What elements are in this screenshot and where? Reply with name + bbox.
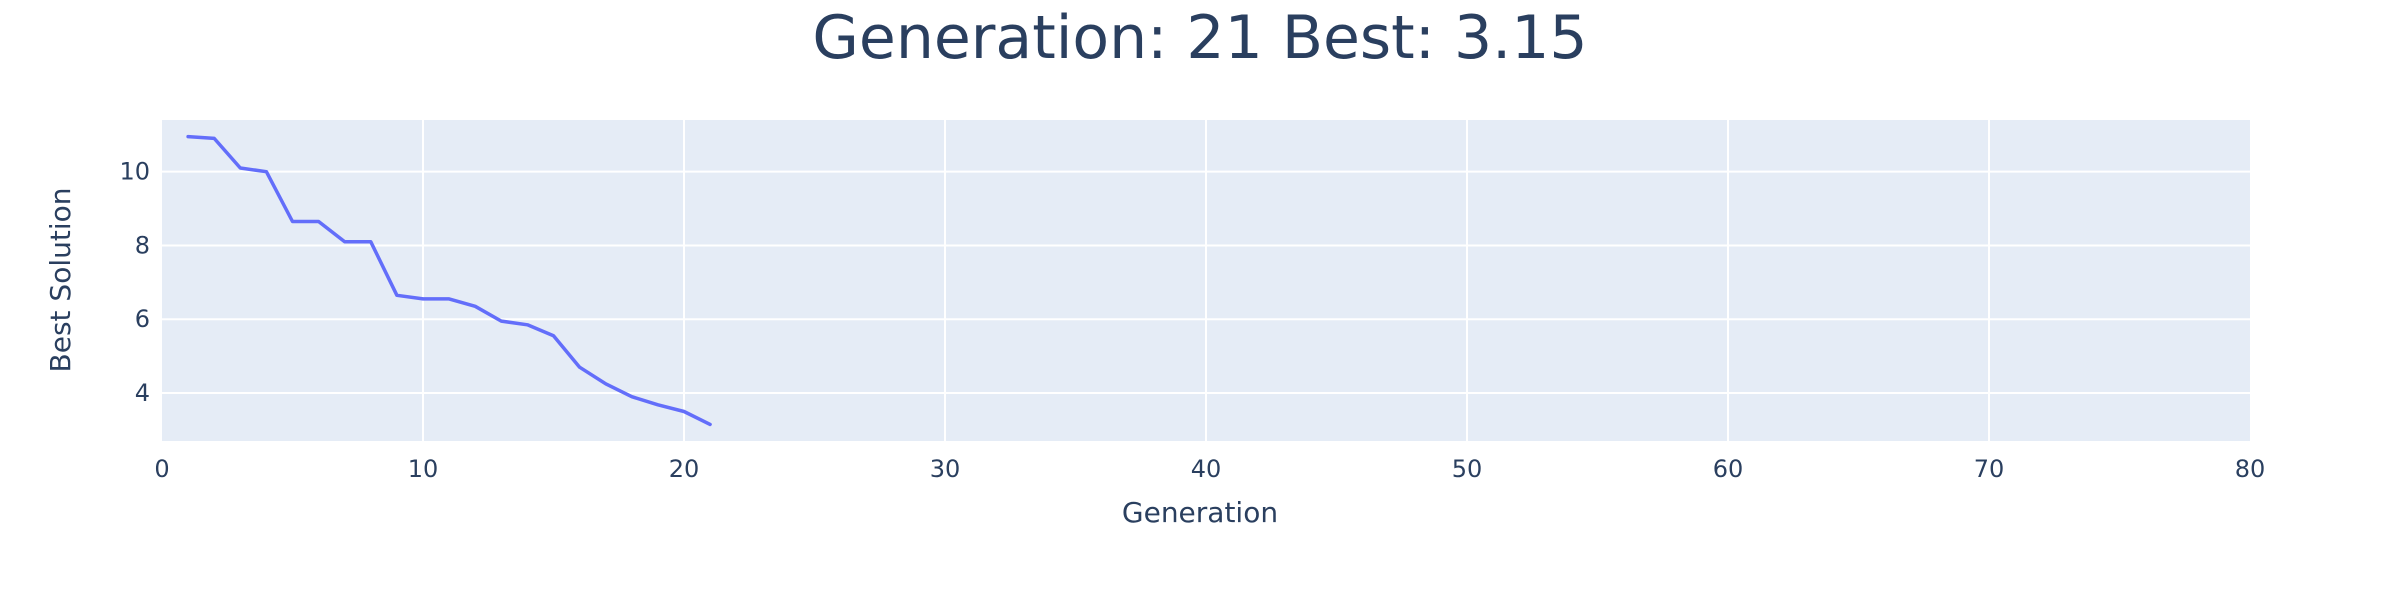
x-tick-label: 0 (154, 455, 169, 483)
y-tick-label: 6 (135, 305, 150, 333)
y-axis-ticks: 4 6 8 10 (119, 158, 150, 407)
x-tick-label: 50 (1452, 455, 1483, 483)
x-tick-label: 60 (1713, 455, 1744, 483)
y-axis-title: Best Solution (44, 188, 77, 373)
x-axis-ticks: 0 10 20 30 40 50 60 70 80 (154, 455, 2265, 483)
chart-title: Generation: 21 Best: 3.15 (812, 3, 1587, 73)
x-axis-title: Generation (1122, 496, 1278, 529)
x-tick-label: 40 (1191, 455, 1222, 483)
grid-lines (162, 120, 2250, 441)
y-tick-label: 10 (119, 158, 150, 186)
y-tick-label: 8 (135, 231, 150, 259)
x-tick-label: 30 (930, 455, 961, 483)
x-tick-label: 70 (1974, 455, 2005, 483)
x-tick-label: 20 (669, 455, 700, 483)
series-line (186, 134, 712, 427)
x-tick-label: 10 (408, 455, 439, 483)
x-tick-label: 80 (2235, 455, 2266, 483)
y-tick-label: 4 (135, 379, 150, 407)
series-layer (186, 134, 712, 427)
